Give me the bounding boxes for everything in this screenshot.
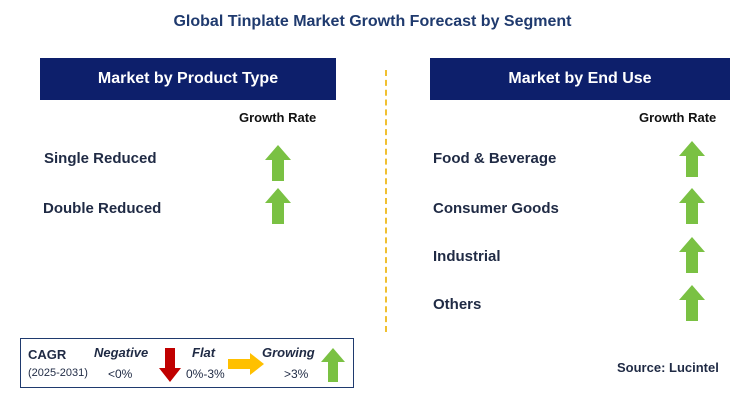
legend-negative-label: Negative bbox=[94, 345, 149, 360]
up-arrow-icon bbox=[679, 188, 705, 224]
legend-cagr-label: CAGR bbox=[28, 347, 67, 362]
segment-label-others: Others bbox=[433, 296, 482, 313]
right-arrow-icon bbox=[228, 353, 264, 375]
legend-flat-range: 0%-3% bbox=[186, 367, 225, 381]
up-arrow-icon bbox=[679, 237, 705, 273]
end-use-header: Market by End Use bbox=[430, 58, 730, 100]
legend-growing-label: Growing bbox=[262, 345, 315, 360]
segment-label-consumer-goods: Consumer Goods bbox=[433, 200, 559, 217]
segment-label-food-beverage: Food & Beverage bbox=[433, 150, 557, 167]
up-arrow-icon bbox=[679, 285, 705, 321]
end-use-growth-rate-label: Growth Rate bbox=[639, 110, 717, 125]
product-type-growth-rate-label: Growth Rate bbox=[239, 110, 317, 125]
legend-growing-range: >3% bbox=[284, 367, 309, 381]
legend-flat-label: Flat bbox=[192, 345, 216, 360]
segment-label-single-reduced: Single Reduced bbox=[44, 150, 157, 167]
up-arrow-icon bbox=[265, 145, 291, 181]
down-arrow-icon bbox=[159, 348, 181, 382]
segment-label-double-reduced: Double Reduced bbox=[43, 200, 162, 217]
segment-label-industrial: Industrial bbox=[433, 248, 501, 265]
page-title: Global Tinplate Market Growth Forecast b… bbox=[173, 13, 572, 30]
up-arrow-icon bbox=[679, 141, 705, 177]
source-note: Source: Lucintel bbox=[617, 360, 719, 375]
panel-divider bbox=[385, 70, 387, 332]
legend-period: (2025-2031) bbox=[28, 367, 88, 379]
cagr-legend: CAGR (2025-2031) Negative <0% Flat 0%-3%… bbox=[20, 338, 354, 388]
product-type-header: Market by Product Type bbox=[40, 58, 336, 100]
up-arrow-icon bbox=[321, 348, 345, 382]
up-arrow-icon bbox=[265, 188, 291, 224]
legend-negative-range: <0% bbox=[108, 367, 133, 381]
